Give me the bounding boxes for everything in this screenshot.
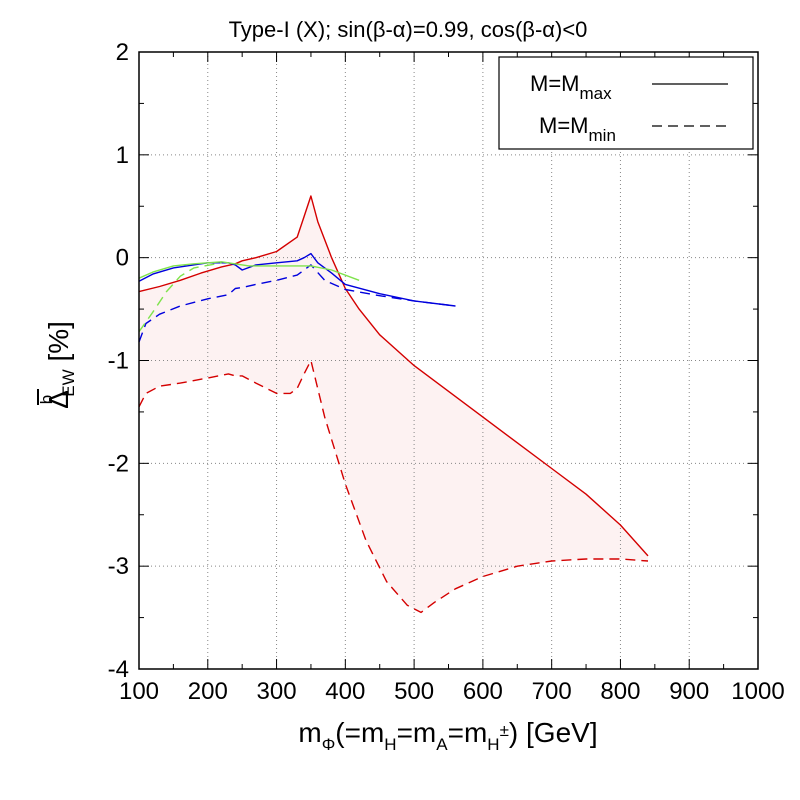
y-tick-labels: -4 -3 -2 -1 0 1 2 (108, 39, 129, 683)
legend-box (498, 56, 754, 150)
series-line-blue-m-mmin (138, 264, 456, 343)
x-tick-label: 500 (394, 678, 434, 705)
series-line-red-m-mmax (138, 195, 649, 557)
svg-text:ΔbEW [%]: ΔbEW [%] (37, 321, 78, 409)
legend-label-min: M=Mmin (539, 113, 616, 145)
y-tick-label: -1 (108, 348, 129, 375)
x-axis-label: mΦ(=mH=mA=mH±) [GeV] (298, 717, 597, 754)
x-tick-label: 200 (188, 678, 228, 705)
y-tick-label: 2 (116, 39, 129, 66)
band-layer (139, 196, 648, 613)
series-line-green-m-mmin (138, 262, 222, 333)
y-tick-label: -4 (108, 656, 129, 683)
chart-title: Type-I (X); sin(β-α)=0.99, cos(β-α)<0 (229, 17, 588, 42)
x-tick-label: 400 (325, 678, 365, 705)
y-tick-label: -3 (108, 553, 129, 580)
y-tick-label: 1 (116, 142, 129, 169)
y-tick-label: -2 (108, 450, 129, 477)
plot-frame (138, 51, 759, 670)
series-line-red-m-mmin (138, 359, 649, 614)
x-tick-label: 1000 (731, 678, 784, 705)
x-tick-label: 900 (669, 678, 709, 705)
x-tick-label: 600 (463, 678, 503, 705)
series-layer (138, 195, 649, 614)
legend-label-max: M=Mmax (530, 71, 612, 103)
x-tick-label: 700 (532, 678, 572, 705)
legend: M=Mmax M=Mmin (498, 56, 754, 150)
x-tick-label: 800 (600, 678, 640, 705)
y-tick-label: 0 (116, 245, 129, 272)
shaded-band (139, 196, 648, 613)
y-axis-label: ΔbEW [%] (37, 321, 78, 409)
x-tick-labels: 100 200 300 400 500 600 700 800 900 1000 (119, 678, 785, 705)
x-tick-label: 100 (119, 678, 159, 705)
grid-layer (139, 52, 758, 669)
x-tick-label: 300 (257, 678, 297, 705)
series-line-green-m-mmax (138, 261, 360, 281)
